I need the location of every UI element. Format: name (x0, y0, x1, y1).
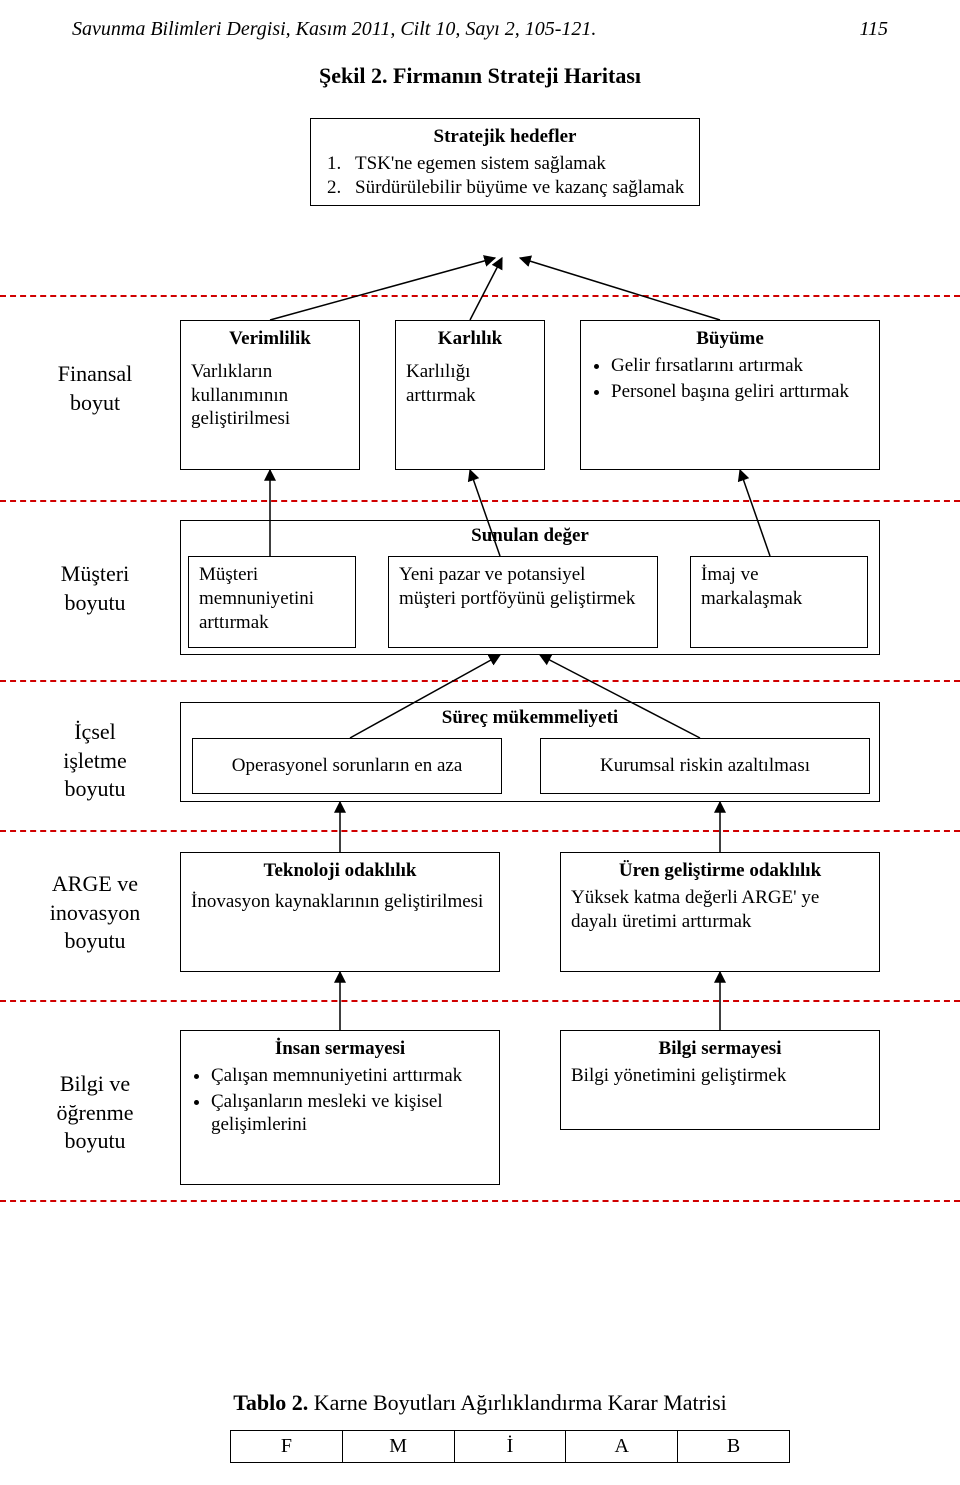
strategic-goals-box: Stratejik hedefler 1.TSK'ne egemen siste… (310, 118, 700, 206)
bilgi-sermaye-title: Bilgi sermayesi (571, 1037, 869, 1061)
finansal-karlilik-title: Karlılık (406, 327, 534, 351)
icsel-label: İçsel işletme boyutu (20, 718, 170, 804)
matrix-header-cell: İ (454, 1431, 566, 1463)
bilgi-insan-bullet: Çalışanların mesleki ve kişisel gelişiml… (211, 1090, 489, 1138)
page-number: 115 (859, 18, 888, 41)
bilgi-sermaye-body: Bilgi yönetimini geliştirmek (571, 1065, 786, 1086)
strategic-goals-title: Stratejik hedefler (321, 125, 689, 149)
journal-ref: Savunma Bilimleri Dergisi, Kasım 2011, C… (72, 18, 596, 41)
bilgi-sermaye-box: Bilgi sermayesi Bilgi yönetimini gelişti… (560, 1030, 880, 1130)
bilgi-label: Bilgi ve öğrenme boyutu (20, 1070, 170, 1156)
section-divider (0, 295, 960, 297)
bilgi-insan-bullet: Çalışan memnuniyetini arttırmak (211, 1064, 489, 1088)
strategic-goal-1: TSK'ne egemen sistem sağlamak (355, 152, 606, 176)
finansal-verimlilik-title: Verimlilik (191, 327, 349, 351)
finansal-buyume-bullet: Personel başına geliri arttırmak (611, 380, 869, 404)
bilgi-insan-title: İnsan sermayesi (191, 1037, 489, 1061)
musteri-label: Müşteri boyutu (20, 560, 170, 617)
arge-urun-title: Üren geliştirme odaklılık (571, 859, 869, 883)
finansal-label: Finansal boyut (20, 360, 170, 417)
icsel-risk-text: Kurumsal riskin azaltılması (600, 754, 810, 778)
icsel-operasyonel-box: Operasyonel sorunların en aza (192, 738, 502, 794)
decision-matrix-table: F M İ A B (230, 1430, 790, 1463)
matrix-header-cell: M (342, 1431, 454, 1463)
finansal-karlilik-box: Karlılık Karlılığı arttırmak (395, 320, 545, 470)
musteri-imaj-text: İmaj ve markalaşmak (701, 564, 802, 609)
finansal-buyume-bullet: Gelir fırsatlarını artırmak (611, 354, 869, 378)
arge-urun-body: Yüksek katma değerli ARGE' ye dayalı üre… (571, 887, 819, 932)
finansal-verimlilik-body: Varlıkların kullanımının geliştirilmesi (191, 361, 290, 430)
musteri-memnuniyet-box: Müşteri memnuniyetini arttırmak (188, 556, 356, 648)
arge-teknoloji-body: İnovasyon kaynaklarının geliştirilmesi (191, 891, 483, 912)
finansal-verimlilik-box: Verimlilik Varlıkların kullanımının geli… (180, 320, 360, 470)
matrix-header-cell: A (566, 1431, 678, 1463)
icsel-group-title: Süreç mükemmeliyeti (181, 703, 879, 729)
strategic-goal-2: Sürdürülebilir büyüme ve kazanç sağlamak (355, 176, 684, 200)
section-divider (0, 1000, 960, 1002)
table-title: Tablo 2. Karne Boyutları Ağırlıklandırma… (0, 1390, 960, 1416)
finansal-karlilik-body: Karlılığı arttırmak (406, 361, 476, 406)
matrix-header-cell: F (231, 1431, 343, 1463)
arge-teknoloji-title: Teknoloji odaklılık (191, 859, 489, 883)
section-divider (0, 500, 960, 502)
figure-title: Şekil 2. Firmanın Strateji Haritası (0, 63, 960, 89)
arge-urun-box: Üren geliştirme odaklılık Yüksek katma d… (560, 852, 880, 972)
musteri-portfoy-box: Yeni pazar ve potansiyel müşteri portföy… (388, 556, 658, 648)
section-divider (0, 680, 960, 682)
section-divider (0, 1200, 960, 1202)
musteri-imaj-box: İmaj ve markalaşmak (690, 556, 868, 648)
bilgi-insan-box: İnsan sermayesi Çalışan memnuniyetini ar… (180, 1030, 500, 1185)
musteri-memnuniyet-text: Müşteri memnuniyetini arttırmak (199, 564, 314, 633)
icsel-risk-box: Kurumsal riskin azaltılması (540, 738, 870, 794)
musteri-portfoy-text: Yeni pazar ve potansiyel müşteri portföy… (399, 564, 635, 609)
matrix-header-cell: B (678, 1431, 790, 1463)
section-divider (0, 830, 960, 832)
finansal-buyume-box: Büyüme Gelir fırsatlarını artırmak Perso… (580, 320, 880, 470)
arge-teknoloji-box: Teknoloji odaklılık İnovasyon kaynakları… (180, 852, 500, 972)
musteri-group-title: Sunulan değer (181, 521, 879, 547)
arge-label: ARGE ve inovasyon boyutu (20, 870, 170, 956)
icsel-operasyonel-text: Operasyonel sorunların en aza (232, 754, 463, 778)
finansal-buyume-title: Büyüme (591, 327, 869, 351)
